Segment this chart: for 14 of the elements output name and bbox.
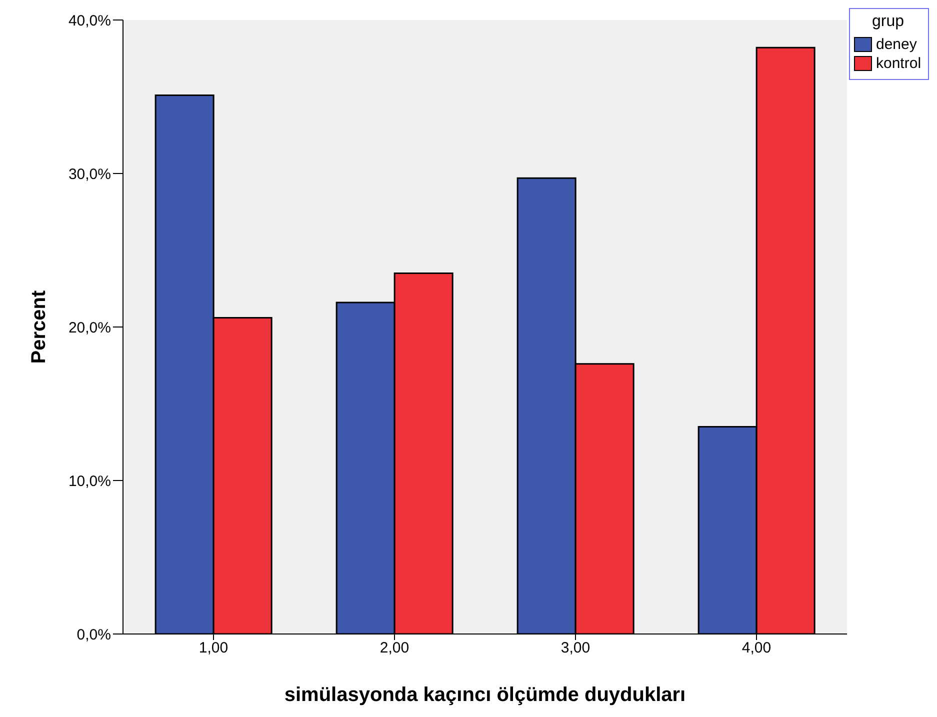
legend-title: grup [870,13,906,31]
y-tick-label: 40,0% [68,12,111,30]
x-tick-label: 1,00 [198,640,228,657]
x-tick-label: 4,00 [742,640,772,657]
y-tick-label: 20,0% [68,319,111,336]
legend-label: deney [875,35,918,54]
legend-label: kontrol [875,54,922,73]
x-tick-label: 2,00 [380,640,410,657]
y-tick-label: 30,0% [68,166,111,183]
y-axis-title: Percent [28,290,50,364]
x-tick-label: 3,00 [560,640,590,657]
x-axis-title: simülasyonda kaçıncı ölçümde duydukları [284,684,686,706]
y-tick-label: 0,0% [76,626,111,644]
y-tick-label: 10,0% [68,472,111,490]
